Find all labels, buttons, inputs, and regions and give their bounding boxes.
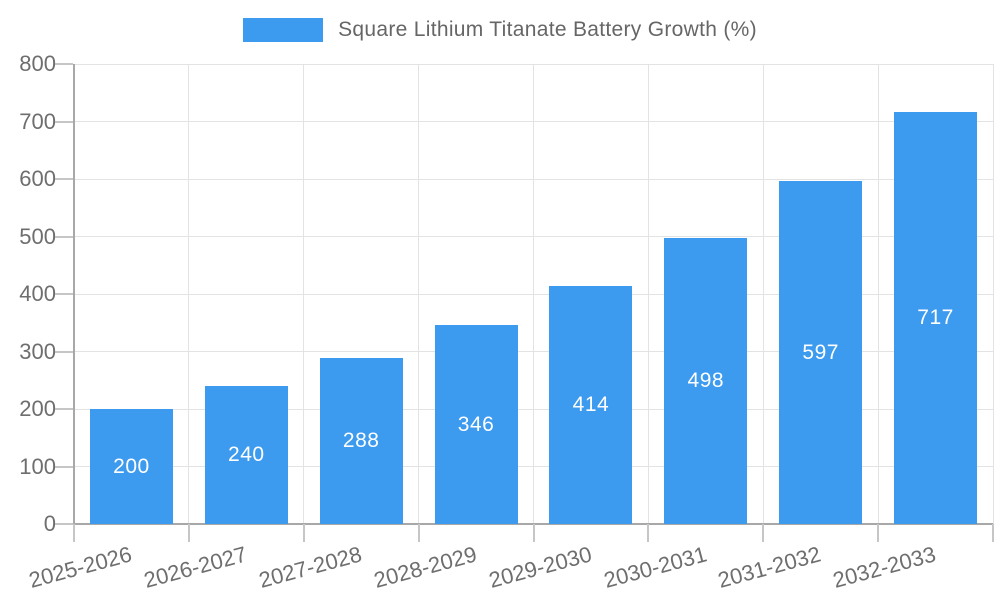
bar-value-label: 240 (228, 443, 265, 466)
x-tick-mark (73, 524, 75, 542)
bar-value-label: 346 (457, 412, 495, 436)
y-tick-mark (55, 63, 73, 66)
y-tick-label: 0 (43, 511, 56, 536)
y-tick-mark (55, 178, 73, 180)
v-gridline (303, 64, 305, 524)
y-tick-label: 600 (19, 166, 56, 191)
x-tick-mark (647, 524, 650, 542)
bar[interactable]: 240 (204, 386, 288, 524)
bar[interactable]: 346 (434, 325, 518, 524)
y-tick-mark (55, 408, 73, 410)
x-tick-label: 2026-2027 (141, 541, 250, 593)
x-tick-label: 2030-2031 (600, 541, 709, 593)
x-tick-mark (762, 524, 765, 542)
bar-value-label: 498 (687, 369, 725, 392)
y-tick-mark (55, 465, 73, 468)
legend-swatch (243, 18, 324, 42)
bar-value-label: 414 (572, 393, 610, 416)
y-tick-label: 300 (19, 338, 56, 364)
y-tick-label: 400 (19, 281, 56, 306)
v-gridline (188, 64, 190, 524)
x-tick-mark (877, 524, 880, 542)
x-tick-label: 2025-2026 (26, 541, 135, 593)
y-tick-mark (55, 293, 73, 295)
v-gridline (418, 64, 420, 524)
bar[interactable]: 498 (664, 238, 748, 524)
bar-value-label: 200 (113, 454, 150, 478)
v-gridline (877, 64, 879, 524)
x-tick-mark (302, 524, 305, 542)
x-tick-mark (992, 524, 994, 542)
y-tick-label: 500 (19, 223, 56, 249)
y-tick-label: 200 (19, 396, 56, 421)
x-tick-label: 2031-2032 (715, 541, 824, 593)
bar-value-label: 288 (342, 429, 380, 452)
x-tick-mark (417, 524, 420, 542)
x-tick-mark (532, 524, 535, 542)
legend-label: Square Lithium Titanate Battery Growth (… (338, 18, 757, 41)
bar-value-label: 717 (917, 306, 954, 329)
y-tick-mark (55, 235, 73, 238)
x-tick-label: 2027-2028 (256, 541, 365, 593)
y-tick-label: 800 (19, 51, 56, 76)
x-tick-mark (187, 524, 190, 542)
y-axis-line (73, 64, 75, 542)
bar[interactable]: 288 (319, 358, 403, 524)
v-gridline (647, 64, 649, 524)
x-tick-label: 2029-2030 (485, 541, 595, 593)
v-gridline (992, 64, 994, 524)
y-tick-label: 100 (19, 453, 56, 479)
y-tick-label: 700 (19, 108, 56, 134)
bar[interactable]: 597 (779, 181, 863, 524)
bar[interactable]: 414 (549, 286, 633, 524)
chart-legend[interactable]: Square Lithium Titanate Battery Growth (… (0, 18, 1000, 42)
bar[interactable]: 200 (89, 409, 173, 524)
x-tick-label: 2032-2033 (830, 541, 939, 593)
plot-area: 200 240 288 346 414 498 597 717 (55, 63, 994, 542)
v-gridline (533, 64, 534, 524)
bar[interactable]: 717 (894, 112, 978, 524)
y-tick-mark (55, 523, 73, 525)
y-tick-mark (55, 120, 73, 123)
v-gridline (762, 64, 764, 524)
bar-value-label: 597 (802, 340, 839, 364)
y-tick-mark (55, 350, 73, 353)
x-tick-label: 2028-2029 (371, 541, 480, 593)
